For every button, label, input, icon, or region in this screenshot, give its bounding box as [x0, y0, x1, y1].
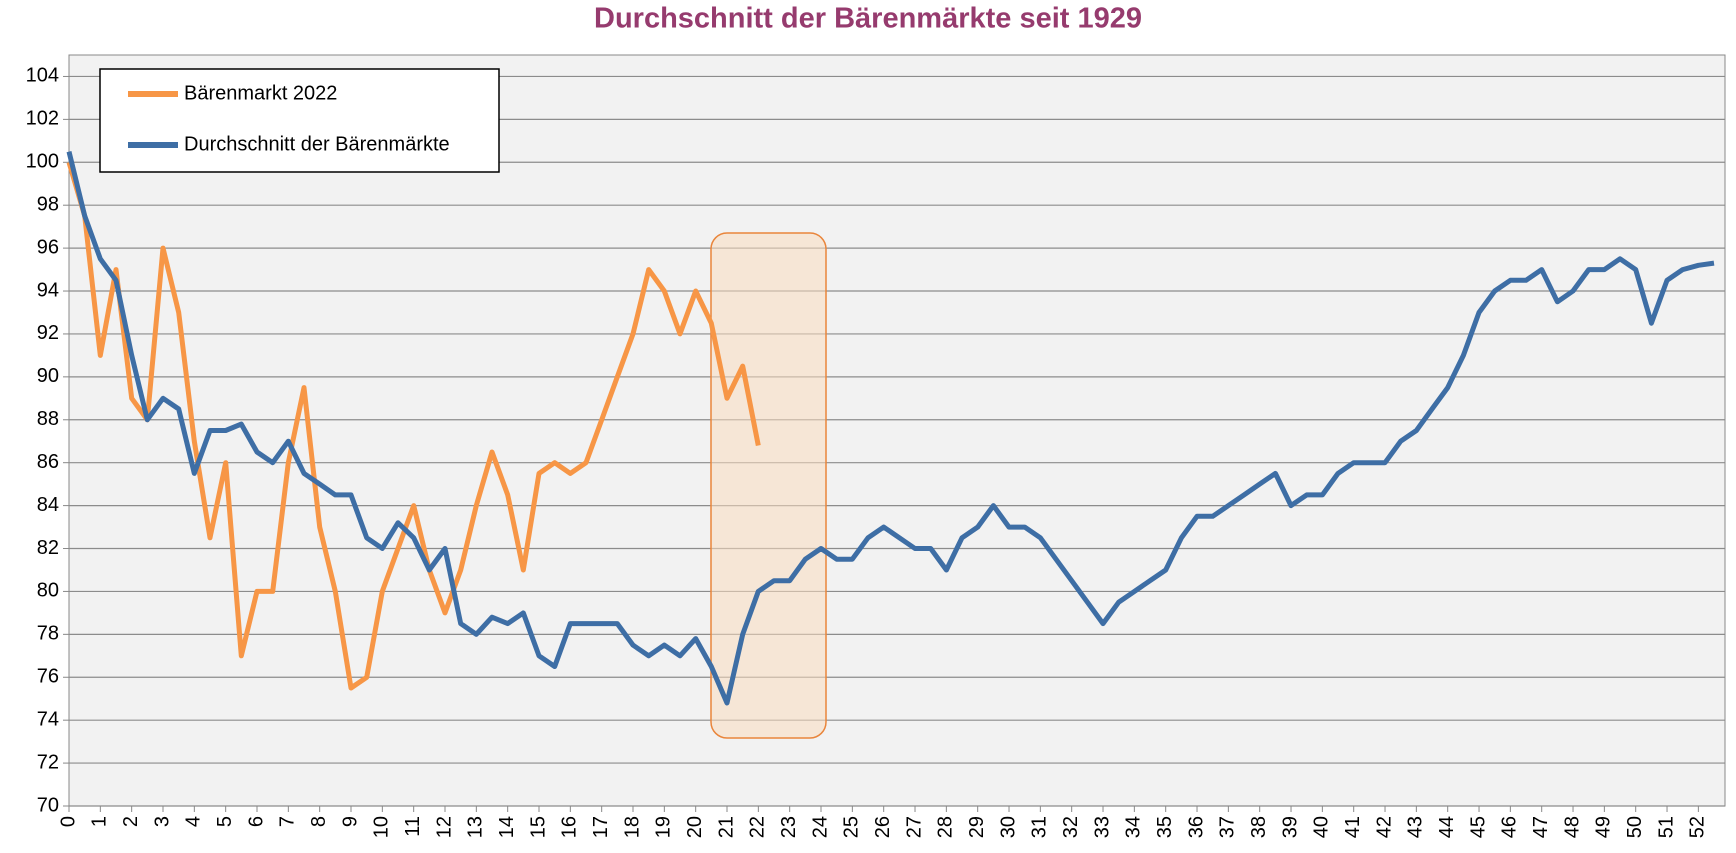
x-tick-label: 0 — [57, 816, 79, 827]
x-tick-label: 22 — [747, 816, 769, 838]
x-tick-label: 43 — [1405, 816, 1427, 838]
x-tick-label: 2 — [120, 816, 142, 827]
y-tick-label: 94 — [37, 279, 59, 301]
plot-area — [68, 54, 1726, 807]
x-tick-label: 42 — [1373, 816, 1395, 838]
x-tick-label: 38 — [1248, 816, 1270, 838]
x-tick-label: 13 — [465, 816, 487, 838]
x-tick-label: 8 — [308, 816, 330, 827]
x-tick-label: 27 — [903, 816, 925, 838]
x-tick-label: 23 — [778, 816, 800, 838]
x-tick-label: 11 — [402, 816, 424, 837]
y-tick-label: 98 — [37, 193, 59, 215]
x-tick-label: 18 — [621, 816, 643, 838]
x-tick-label: 6 — [245, 816, 267, 827]
legend-box — [99, 68, 500, 173]
legend: Bärenmarkt 2022 Durchschnitt der Bärenmär… — [99, 68, 500, 173]
x-tick-label: 52 — [1687, 816, 1709, 838]
x-tick-label: 45 — [1467, 816, 1489, 838]
x-tick-label: 16 — [559, 816, 581, 838]
x-tick-label: 49 — [1593, 816, 1615, 838]
y-tick-label: 74 — [37, 708, 59, 730]
series-line — [66, 151, 1715, 706]
x-tick-label: 44 — [1436, 816, 1458, 838]
y-tick-label: 96 — [37, 236, 59, 258]
y-tick-label: 104 — [26, 65, 59, 87]
x-tick-label: 10 — [371, 816, 393, 838]
x-tick-label: 35 — [1154, 816, 1176, 838]
lines — [66, 151, 1715, 706]
y-tick-label: 100 — [26, 151, 59, 173]
x-tick-label: 51 — [1655, 816, 1677, 838]
x-tick-label: 19 — [653, 816, 675, 838]
y-tick-label: 88 — [37, 408, 59, 430]
x-tick-label: 31 — [1029, 816, 1051, 838]
legend-label: Durchschnitt der Bärenmärkte — [184, 133, 450, 155]
x-tick-label: 3 — [151, 816, 173, 827]
x-tick-label: 28 — [935, 816, 957, 838]
x-tick-label: 29 — [966, 816, 988, 838]
chart-title: Durchschnitt der Bärenmärkte seit 1929 — [594, 3, 1142, 35]
x-tick-label: 9 — [339, 816, 361, 827]
x-tick-label: 47 — [1530, 816, 1552, 838]
y-tick-label: 84 — [37, 494, 59, 516]
x-tick-label: 21 — [715, 816, 737, 838]
x-tick-label: 30 — [997, 816, 1019, 838]
y-tick-label: 102 — [26, 108, 59, 130]
x-tick-label: 14 — [496, 816, 518, 838]
x-tick-label: 40 — [1311, 816, 1333, 838]
x-tick-label: 7 — [277, 816, 299, 827]
x-tick-label: 32 — [1060, 816, 1082, 838]
y-tick-label: 92 — [37, 322, 59, 344]
x-tick-label: 41 — [1342, 816, 1364, 838]
y-tick-label: 78 — [37, 623, 59, 645]
x-tick-label: 48 — [1561, 816, 1583, 838]
x-tick-label: 50 — [1624, 816, 1646, 838]
highlight-box — [710, 232, 827, 739]
x-tick-label: 34 — [1123, 816, 1145, 838]
y-tick-label: 70 — [37, 794, 59, 816]
x-tick-label: 24 — [809, 816, 831, 838]
x-tick-label: 36 — [1185, 816, 1207, 838]
legend-label: Bärenmarkt 2022 — [184, 82, 337, 104]
grid — [63, 75, 1725, 812]
x-tick-label: 25 — [841, 816, 863, 838]
x-tick-label: 12 — [433, 816, 455, 838]
y-tick-label: 82 — [37, 537, 59, 559]
x-tick-label: 1 — [89, 816, 111, 827]
x-tick-label: 15 — [527, 816, 549, 838]
y-tick-label: 80 — [37, 580, 59, 602]
y-tick-label: 90 — [37, 365, 59, 387]
x-tick-label: 39 — [1279, 816, 1301, 838]
y-tick-label: 86 — [37, 451, 59, 473]
x-tick-label: 4 — [183, 816, 205, 827]
x-tick-label: 20 — [684, 816, 706, 838]
x-tick-label: 17 — [590, 816, 612, 838]
y-tick-label: 76 — [37, 666, 59, 688]
x-tick-label: 5 — [214, 816, 236, 827]
x-tick-label: 37 — [1217, 816, 1239, 838]
x-tick-label: 46 — [1499, 816, 1521, 838]
y-tick-label: 72 — [37, 751, 59, 773]
x-tick-label: 26 — [872, 816, 894, 838]
x-tick-label: 33 — [1091, 816, 1113, 838]
series-line — [66, 161, 761, 691]
